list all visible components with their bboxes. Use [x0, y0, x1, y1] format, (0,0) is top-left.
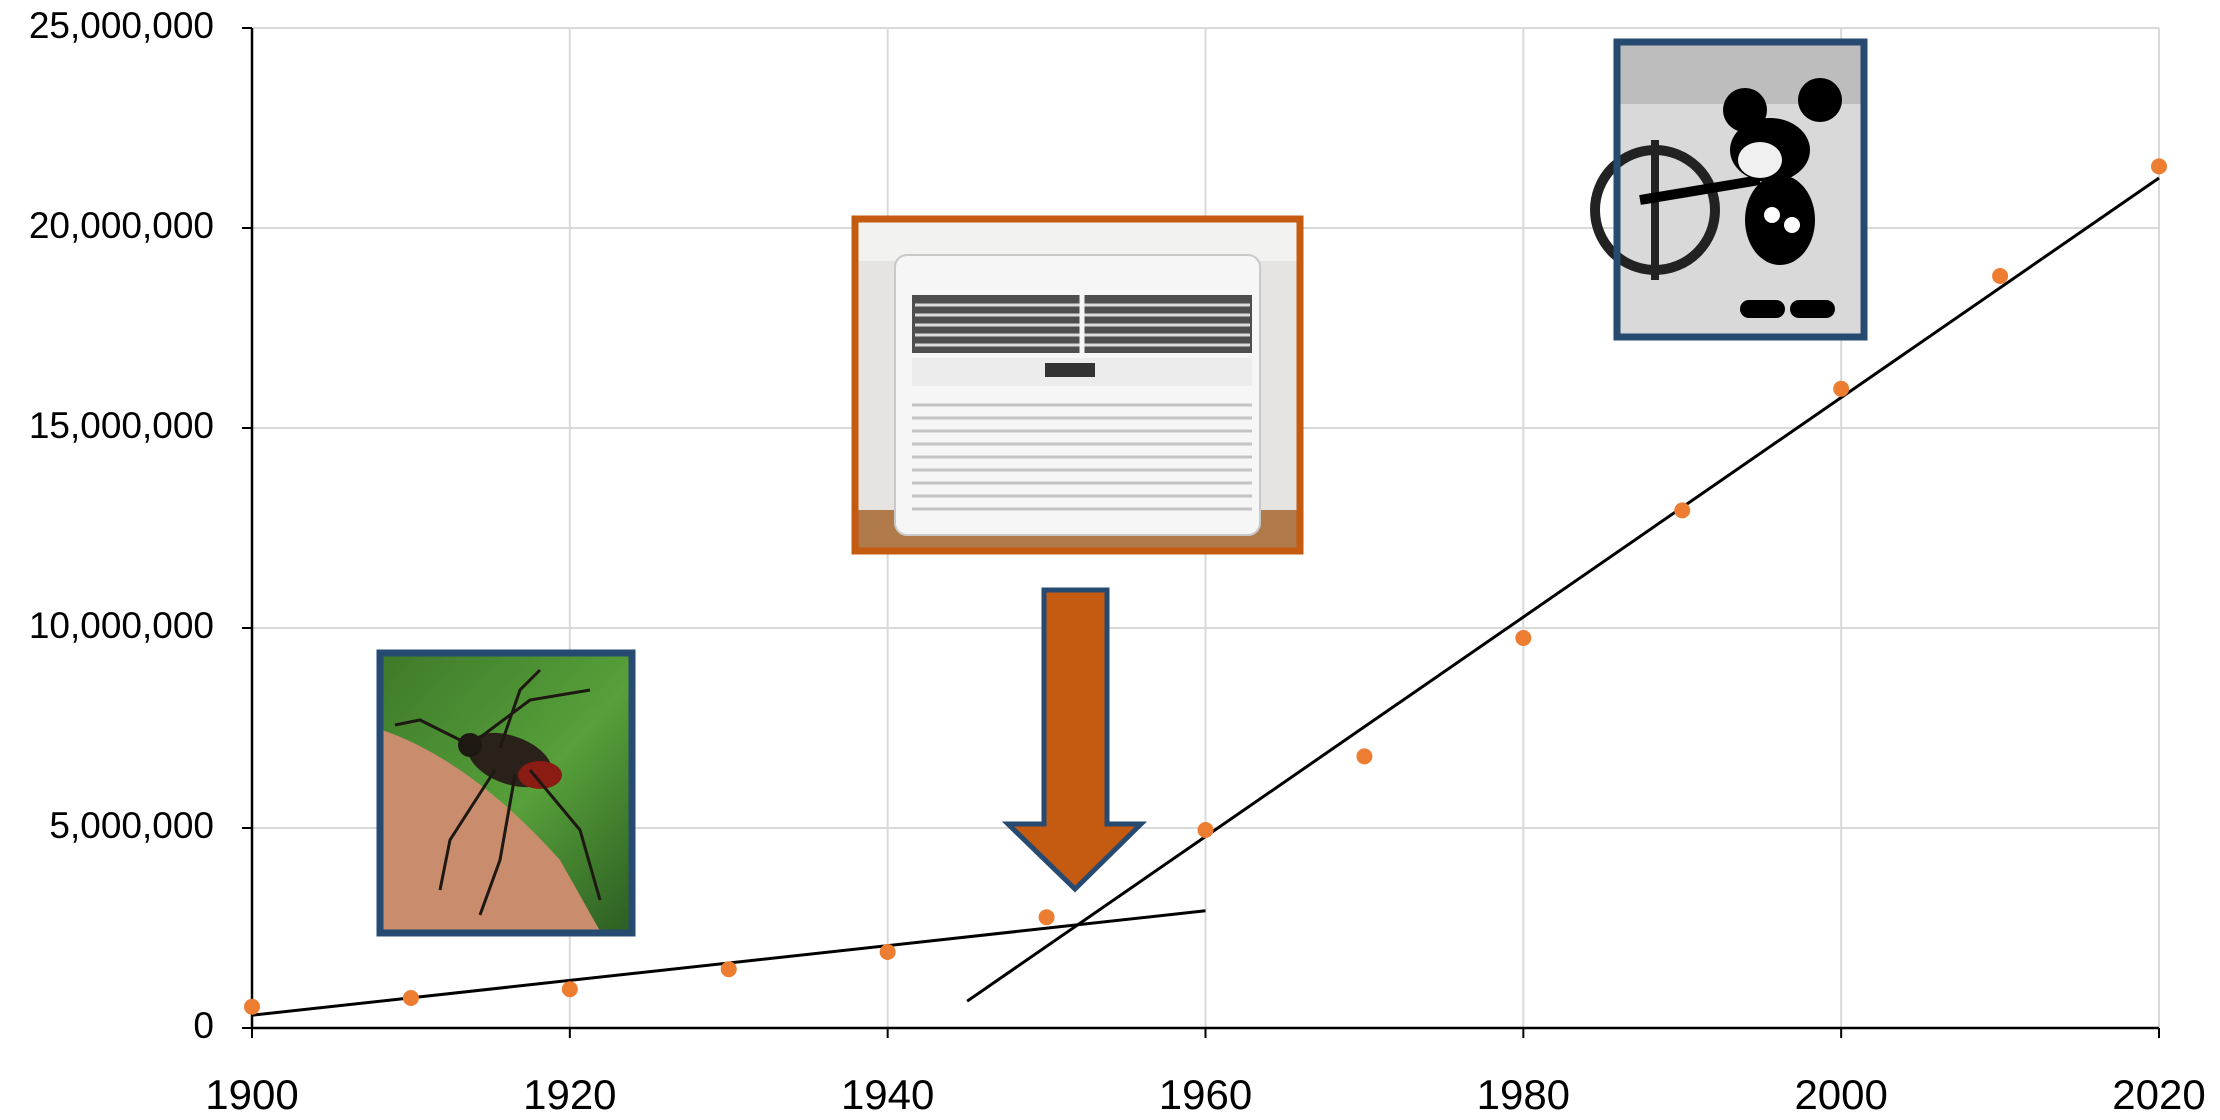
data-point	[1356, 748, 1372, 764]
data-point	[721, 961, 737, 977]
data-point	[1992, 268, 2008, 284]
data-point	[403, 990, 419, 1006]
data-point	[880, 944, 896, 960]
data-point	[1674, 502, 1690, 518]
data-point	[1515, 630, 1531, 646]
x-tick-label: 1960	[1159, 1071, 1252, 1118]
y-tick-label: 25,000,000	[29, 5, 214, 46]
mickey-picture	[1595, 42, 1864, 337]
x-tick-label: 1980	[1477, 1071, 1570, 1118]
y-tick-label: 10,000,000	[29, 605, 214, 646]
x-tick-label: 2020	[2112, 1071, 2205, 1118]
data-point	[1039, 909, 1055, 925]
chart: 0 5,000,000 10,000,000 15,000,000 20,000,000…	[0, 0, 2220, 1120]
axes: 0 5,000,000 10,000,000 15,000,000 20,000,000…	[29, 5, 2206, 1118]
x-tick-label: 1920	[523, 1071, 616, 1118]
air-conditioner-picture	[855, 219, 1300, 551]
mosquito-picture	[380, 653, 632, 933]
y-tick-label: 15,000,000	[29, 405, 214, 446]
data-point	[244, 999, 260, 1015]
x-tick-label: 1940	[841, 1071, 934, 1118]
y-tick-label: 20,000,000	[29, 205, 214, 246]
data-point	[1198, 822, 1214, 838]
y-tick-label: 0	[193, 1005, 214, 1046]
x-tick-label: 1900	[205, 1071, 298, 1118]
data-point	[562, 981, 578, 997]
x-tick-label: 2000	[1794, 1071, 1887, 1118]
data-point	[2151, 158, 2167, 174]
data-point	[1833, 381, 1849, 397]
arrow	[1008, 590, 1141, 889]
y-tick-label: 5,000,000	[49, 805, 214, 846]
